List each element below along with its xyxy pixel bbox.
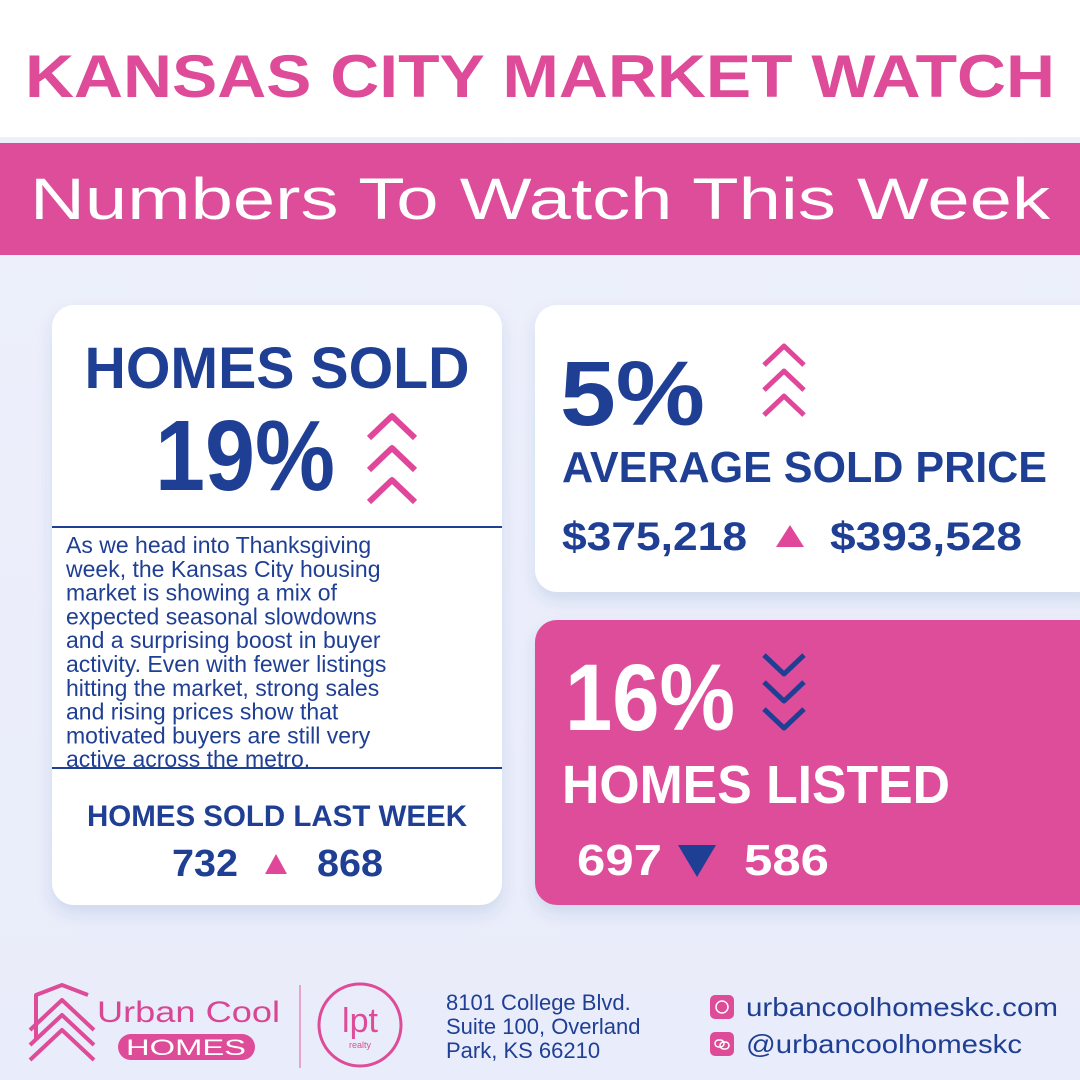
description-line: motivated buyers are still very	[66, 722, 371, 748]
description-line: hitting the market, strong sales	[66, 675, 379, 701]
down-triangle	[678, 845, 716, 877]
current: 868	[317, 843, 383, 885]
description-line: market is showing a mix of	[66, 580, 338, 606]
previous: 732	[172, 843, 238, 885]
current: $393,528	[830, 515, 1022, 559]
partner-logo	[317, 982, 403, 1068]
description-line: and rising prices show that	[66, 699, 339, 725]
address-line: Suite 100, Overland	[446, 1014, 640, 1039]
header-bg	[0, 0, 1080, 137]
listed-card	[535, 620, 1080, 905]
card-title: HOMES LISTED	[562, 755, 950, 815]
link-icon	[710, 1032, 734, 1056]
card-title: HOMES SOLD	[85, 336, 470, 401]
address: 8101 College Blvd.Suite 100, OverlandPar…	[446, 990, 640, 1063]
web-icon	[710, 995, 734, 1019]
link-icon-chain	[719, 1041, 730, 1050]
brand-sub: HOMES	[126, 1035, 246, 1060]
current: 586	[744, 836, 829, 885]
description-line: expected seasonal slowdowns	[66, 603, 377, 629]
description-line: and a surprising boost in buyer	[66, 627, 381, 653]
description-line: As we head into Thanksgiving	[66, 532, 371, 558]
price-card	[535, 305, 1080, 592]
brand-logo	[28, 983, 96, 1062]
description-line: week, the Kansas City housing	[65, 556, 381, 582]
down-chevrons	[762, 653, 806, 731]
brand-sub-bg	[118, 1034, 255, 1060]
partner: lpt	[342, 1002, 378, 1040]
up-triangle	[776, 525, 804, 547]
subtitle: Numbers To Watch This Week	[30, 167, 1051, 232]
up-triangle	[265, 854, 287, 874]
homes-sold-card	[52, 305, 502, 905]
web-icon-globe	[715, 1000, 729, 1014]
partner-sub: realty	[349, 1040, 372, 1050]
card-title: AVERAGE SOLD PRICE	[562, 443, 1047, 492]
change: 5%	[560, 343, 705, 445]
previous: 697	[577, 836, 662, 885]
link-icon-chain	[714, 1039, 725, 1048]
label: HOMES SOLD LAST WEEK	[87, 800, 467, 833]
website: urbancoolhomeskc.com	[746, 992, 1058, 1022]
description-line: activity. Even with fewer listings	[66, 651, 386, 677]
address-line: Park, KS 66210	[446, 1038, 600, 1063]
change: 19%	[155, 400, 335, 512]
subtitle-band	[0, 143, 1080, 255]
change: 16%	[565, 645, 735, 751]
social: @urbancoolhomeskc	[746, 1029, 1022, 1059]
up-chevrons	[366, 413, 418, 505]
up-chevrons	[762, 343, 806, 417]
address-line: 8101 College Blvd.	[446, 990, 631, 1015]
previous: $375,218	[562, 515, 747, 559]
brand: Urban Cool	[97, 996, 280, 1029]
title: KANSAS CITY MARKET WATCH	[25, 43, 1055, 110]
